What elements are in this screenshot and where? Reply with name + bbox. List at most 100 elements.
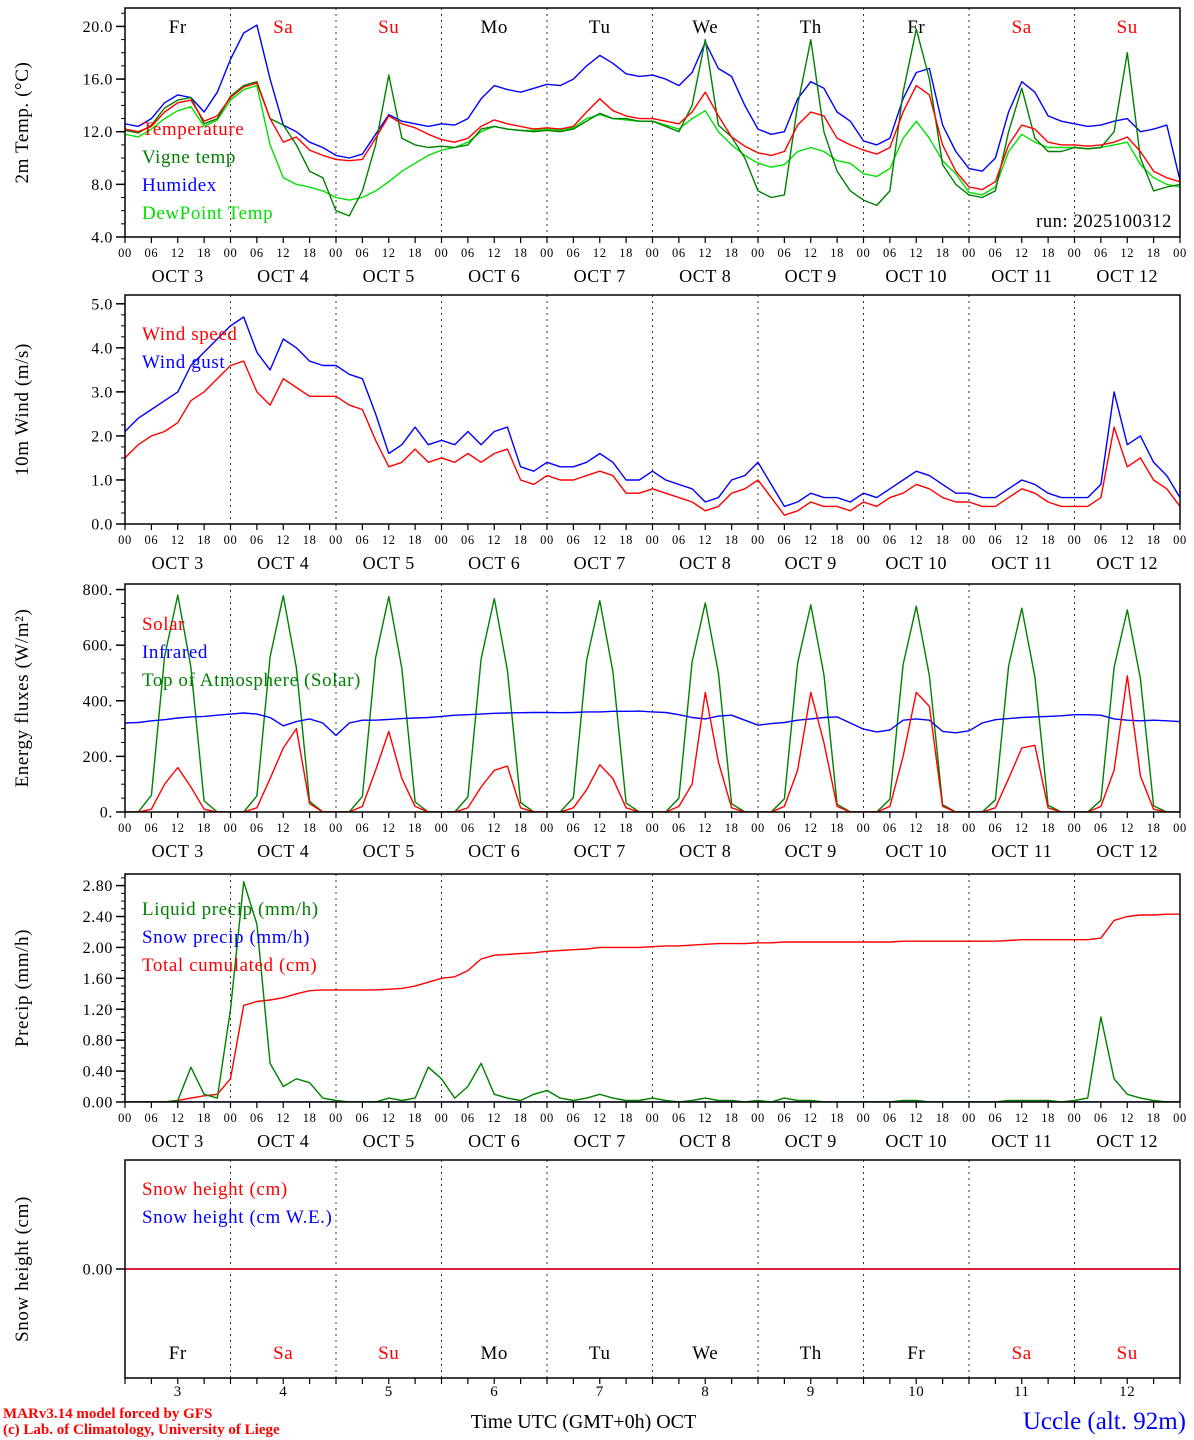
svg-text:00: 00 [1068,533,1082,547]
svg-text:18: 18 [197,246,211,260]
svg-text:18: 18 [408,821,422,835]
svg-text:18: 18 [619,1111,633,1125]
svg-text:10m Wind (m/s): 10m Wind (m/s) [12,343,33,476]
svg-text:Infrared: Infrared [142,642,208,663]
svg-text:12.0: 12.0 [83,124,113,141]
svg-text:18: 18 [514,246,528,260]
svg-text:OCT 5: OCT 5 [363,1131,415,1151]
svg-text:Th: Th [800,1343,822,1364]
svg-text:00: 00 [751,246,765,260]
svg-text:Sa: Sa [273,17,293,38]
svg-text:00: 00 [962,821,976,835]
svg-text:18: 18 [408,533,422,547]
svg-text:06: 06 [672,1111,686,1125]
svg-text:12: 12 [1120,821,1134,835]
svg-text:00: 00 [962,533,976,547]
svg-text:00: 00 [751,821,765,835]
svg-text:OCT 5: OCT 5 [363,553,415,573]
svg-text:OCT 6: OCT 6 [468,553,520,573]
svg-text:06: 06 [883,1111,897,1125]
svg-text:12: 12 [804,533,818,547]
svg-text:4: 4 [279,1384,287,1400]
svg-text:6: 6 [490,1384,498,1400]
svg-text:18: 18 [303,821,317,835]
svg-text:18: 18 [830,821,844,835]
svg-text:00: 00 [329,246,343,260]
svg-text:12: 12 [276,821,290,835]
svg-text:06: 06 [567,246,581,260]
svg-text:12: 12 [593,246,607,260]
svg-text:06: 06 [356,821,370,835]
svg-text:Liquid precip (mm/h): Liquid precip (mm/h) [142,899,319,920]
svg-text:00: 00 [751,533,765,547]
svg-text:Fr: Fr [907,1343,925,1364]
svg-text:DewPoint Temp: DewPoint Temp [142,203,273,224]
svg-text:06: 06 [883,246,897,260]
svg-text:12: 12 [909,821,923,835]
svg-text:12: 12 [171,533,185,547]
svg-text:12: 12 [171,1111,185,1125]
svg-text:00: 00 [118,821,132,835]
svg-text:06: 06 [461,1111,475,1125]
svg-text:OCT 12: OCT 12 [1096,841,1158,861]
svg-text:12: 12 [909,246,923,260]
svg-text:OCT 4: OCT 4 [257,1131,309,1151]
svg-text:16.0: 16.0 [83,72,113,89]
svg-text:OCT 8: OCT 8 [679,553,731,573]
svg-text:06: 06 [672,533,686,547]
svg-text:Mo: Mo [480,1343,508,1364]
svg-text:12: 12 [276,1111,290,1125]
svg-text:Fr: Fr [169,1343,187,1364]
svg-text:00: 00 [751,1111,765,1125]
svg-text:OCT 12: OCT 12 [1096,553,1158,573]
svg-text:00: 00 [540,821,554,835]
svg-text:OCT 10: OCT 10 [885,553,947,573]
svg-text:18: 18 [408,1111,422,1125]
svg-text:06: 06 [1094,533,1108,547]
svg-text:12: 12 [593,533,607,547]
station-label: Uccle (alt. 92m) [1022,1408,1186,1435]
svg-text:OCT 6: OCT 6 [468,266,520,286]
svg-text:Fr: Fr [907,17,925,38]
svg-text:OCT 6: OCT 6 [468,841,520,861]
svg-text:OCT 7: OCT 7 [574,1131,626,1151]
svg-text:8: 8 [701,1384,709,1400]
svg-text:Sa: Sa [1012,17,1032,38]
svg-text:OCT 4: OCT 4 [257,553,309,573]
svg-text:06: 06 [778,246,792,260]
svg-text:OCT 6: OCT 6 [468,1131,520,1151]
svg-text:18: 18 [725,1111,739,1125]
svg-text:OCT 7: OCT 7 [574,266,626,286]
footer: MARv3.14 model forced by GFS (c) Lab. of… [0,1406,1194,1440]
svg-text:OCT 11: OCT 11 [991,553,1052,573]
svg-text:00: 00 [224,821,238,835]
svg-text:00: 00 [646,533,660,547]
svg-text:We: We [692,1343,718,1364]
svg-text:00: 00 [329,1111,343,1125]
svg-text:1.20: 1.20 [83,1002,113,1019]
svg-text:OCT 9: OCT 9 [785,266,837,286]
svg-text:Su: Su [1117,17,1138,38]
svg-text:800.: 800. [83,582,113,599]
svg-text:00: 00 [1068,246,1082,260]
svg-text:06: 06 [145,246,159,260]
svg-text:Fr: Fr [169,17,187,38]
svg-text:00: 00 [329,821,343,835]
svg-text:OCT 3: OCT 3 [152,1131,204,1151]
svg-text:Sa: Sa [1012,1343,1032,1364]
svg-text:OCT 4: OCT 4 [257,266,309,286]
svg-text:12: 12 [382,821,396,835]
svg-text:00: 00 [646,246,660,260]
svg-text:06: 06 [778,1111,792,1125]
svg-text:00: 00 [224,1111,238,1125]
svg-text:OCT 9: OCT 9 [785,553,837,573]
svg-text:18: 18 [725,246,739,260]
svg-text:2m Temp. (°C): 2m Temp. (°C) [12,62,33,184]
svg-text:600.: 600. [83,638,113,655]
svg-text:00: 00 [118,246,132,260]
credit-line-1: MARv3.14 model forced by GFS [3,1406,213,1422]
svg-text:2.00: 2.00 [83,940,113,957]
svg-text:12: 12 [276,533,290,547]
svg-text:00: 00 [857,1111,871,1125]
svg-text:Energy fluxes (W/m²): Energy fluxes (W/m²) [12,609,33,788]
